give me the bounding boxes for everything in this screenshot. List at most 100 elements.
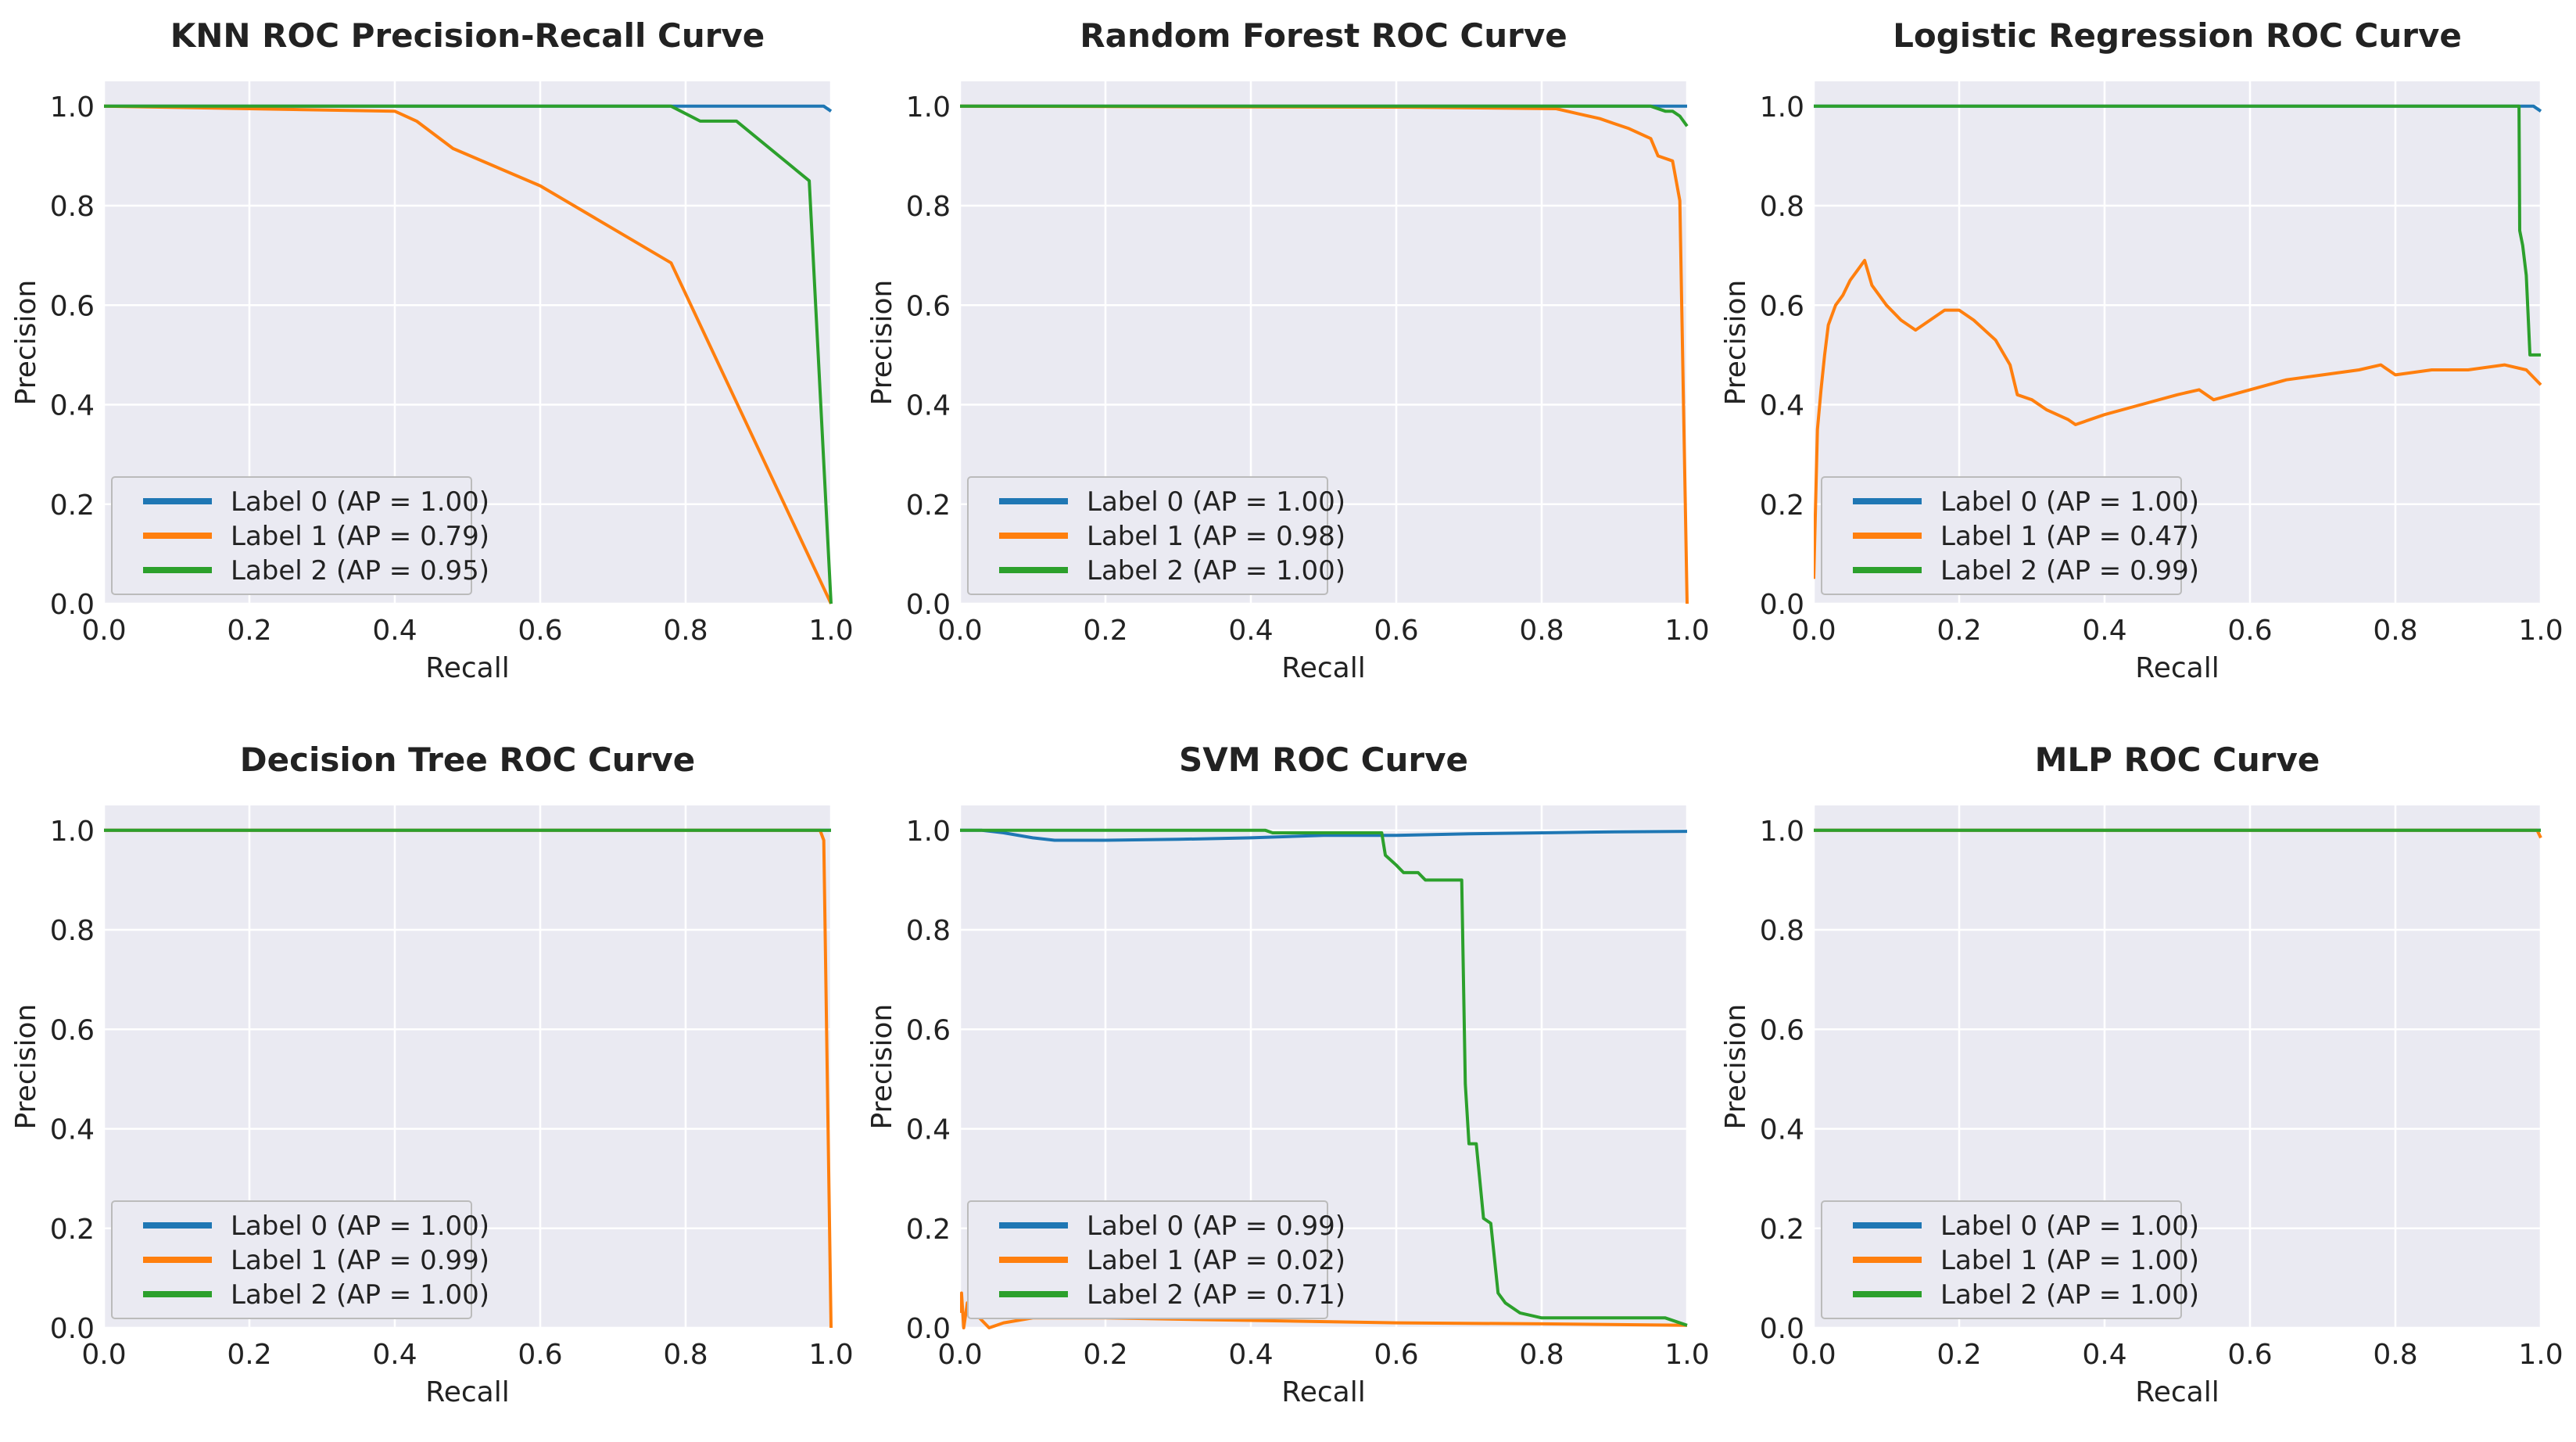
y-tick-label: 1.0 bbox=[50, 91, 95, 124]
x-tick-label: 1.0 bbox=[1664, 615, 1709, 647]
chart-title: Decision Tree ROC Curve bbox=[240, 741, 696, 779]
chart-panel-5: 0.0 0.2 0.4 0.6 0.8 1.0 0.0 0.2 0.4 0.6 0.8 1.0 SVM … bbox=[866, 741, 1710, 1408]
y-axis-label: Precision bbox=[866, 280, 898, 406]
series-line-label-1 bbox=[1814, 259, 2542, 579]
legend-entry: Label 1 (AP = 0.98) bbox=[1087, 521, 1345, 552]
y-tick-label: 0.8 bbox=[906, 191, 951, 223]
legend-entry: Label 2 (AP = 1.00) bbox=[231, 1279, 489, 1311]
chart-panel-1: 0.0 0.2 0.4 0.6 0.8 1.0 0.0 0.2 0.4 0.6 0.8 1.0 KNN … bbox=[10, 16, 854, 684]
y-tick-label: 0.6 bbox=[906, 290, 951, 322]
series-group bbox=[104, 104, 833, 604]
legend-entry: Label 2 (AP = 0.71) bbox=[1087, 1279, 1345, 1311]
legend-entry: Label 0 (AP = 1.00) bbox=[231, 1211, 489, 1242]
series-line-label-2 bbox=[960, 104, 1689, 127]
series-group bbox=[1814, 828, 2542, 839]
y-axis-label: Precision bbox=[1720, 1004, 1752, 1130]
x-tick-label: 0.6 bbox=[518, 1339, 562, 1371]
chart-title: KNN ROC Precision-Recall Curve bbox=[170, 16, 765, 55]
y-tick-label: 0.8 bbox=[906, 915, 951, 947]
x-axis-label: Recall bbox=[2135, 652, 2219, 684]
x-tick-label: 0.6 bbox=[1374, 615, 1418, 647]
x-tick-label: 0.2 bbox=[1936, 615, 1981, 647]
chart-title: MLP ROC Curve bbox=[2035, 741, 2320, 779]
y-tick-label: 0.4 bbox=[906, 1114, 951, 1146]
legend-entry: Label 1 (AP = 1.00) bbox=[1940, 1245, 2199, 1276]
series-group bbox=[1814, 104, 2542, 579]
y-tick-label: 0.0 bbox=[906, 589, 951, 621]
x-tick-label: 1.0 bbox=[808, 615, 853, 647]
x-tick-label: 0.2 bbox=[1936, 1339, 1981, 1371]
x-tick-label: 0.6 bbox=[1374, 1339, 1418, 1371]
x-tick-label: 1.0 bbox=[808, 1339, 853, 1371]
legend-entry: Label 0 (AP = 1.00) bbox=[1940, 1211, 2199, 1242]
y-tick-label: 0.4 bbox=[1760, 390, 1804, 422]
x-axis-label: Recall bbox=[1281, 652, 1365, 684]
y-axis-label: Precision bbox=[10, 1004, 42, 1130]
series-group bbox=[960, 104, 1689, 604]
x-tick-label: 0.8 bbox=[1519, 615, 1564, 647]
legend-box bbox=[967, 476, 1328, 595]
x-tick-label: 0.8 bbox=[2373, 1339, 2417, 1371]
legend-entry: Label 0 (AP = 1.00) bbox=[1940, 486, 2199, 518]
y-tick-label: 0.6 bbox=[1760, 1014, 1804, 1046]
legend-entry: Label 0 (AP = 0.99) bbox=[1087, 1211, 1345, 1242]
x-tick-label: 0.4 bbox=[372, 615, 417, 647]
x-tick-label: 0.2 bbox=[227, 1339, 271, 1371]
chart-title: Logistic Regression ROC Curve bbox=[1893, 16, 2462, 55]
legend: Label 0 (AP = 1.00)Label 1 (AP = 0.99)La… bbox=[111, 1200, 489, 1319]
legend-entry: Label 2 (AP = 0.95) bbox=[231, 555, 489, 586]
x-tick-label: 0.4 bbox=[1228, 1339, 1273, 1371]
y-tick-label: 0.6 bbox=[1760, 290, 1804, 322]
chart-panel-6: 0.0 0.2 0.4 0.6 0.8 1.0 0.0 0.2 0.4 0.6 0.8 1.0 MLP … bbox=[1720, 741, 2563, 1408]
legend-box bbox=[1821, 476, 2182, 595]
y-tick-label: 0.6 bbox=[906, 1014, 951, 1046]
y-axis-label: Precision bbox=[866, 1004, 898, 1130]
y-tick-label: 0.0 bbox=[1760, 1313, 1804, 1345]
x-tick-label: 0.4 bbox=[2082, 1339, 2126, 1371]
legend: Label 0 (AP = 1.00)Label 1 (AP = 0.98)La… bbox=[967, 476, 1345, 595]
x-axis-label: Recall bbox=[425, 1376, 509, 1408]
y-tick-label: 0.6 bbox=[50, 290, 95, 322]
chart-title: Random Forest ROC Curve bbox=[1080, 16, 1567, 55]
y-tick-label: 0.0 bbox=[906, 1313, 951, 1345]
legend-entry: Label 1 (AP = 0.99) bbox=[231, 1245, 489, 1276]
x-tick-label: 0.6 bbox=[518, 615, 562, 647]
x-axis-label: Recall bbox=[1281, 1376, 1365, 1408]
series-group bbox=[104, 828, 833, 1329]
y-tick-label: 0.8 bbox=[50, 915, 95, 947]
y-tick-label: 0.8 bbox=[1760, 915, 1804, 947]
series-line-label-2 bbox=[1814, 104, 2541, 357]
legend-entry: Label 0 (AP = 1.00) bbox=[231, 486, 489, 518]
x-tick-label: 0.4 bbox=[1228, 615, 1273, 647]
x-tick-label: 0.8 bbox=[1519, 1339, 1564, 1371]
legend: Label 0 (AP = 0.99)Label 1 (AP = 0.02)La… bbox=[967, 1200, 1345, 1319]
series-line-label-1 bbox=[960, 104, 1689, 604]
legend-entry: Label 2 (AP = 1.00) bbox=[1940, 1279, 2199, 1311]
legend-box bbox=[967, 1200, 1328, 1319]
y-tick-label: 0.0 bbox=[50, 1313, 95, 1345]
chart-panel-2: 0.0 0.2 0.4 0.6 0.8 1.0 0.0 0.2 0.4 0.6 0.8 1.0 Rand… bbox=[866, 16, 1710, 684]
x-tick-label: 0.0 bbox=[1791, 615, 1836, 647]
legend: Label 0 (AP = 1.00)Label 1 (AP = 0.79)La… bbox=[111, 476, 489, 595]
series-line-label-1 bbox=[104, 104, 833, 604]
legend-entry: Label 2 (AP = 1.00) bbox=[1087, 555, 1345, 586]
x-tick-label: 0.8 bbox=[663, 615, 708, 647]
series-line-label-0 bbox=[960, 828, 1688, 842]
legend-box bbox=[111, 476, 472, 595]
y-tick-label: 0.4 bbox=[1760, 1114, 1804, 1146]
y-tick-label: 0.2 bbox=[1760, 490, 1804, 522]
legend-box bbox=[111, 1200, 472, 1319]
y-tick-label: 0.8 bbox=[1760, 191, 1804, 223]
x-tick-label: 0.4 bbox=[372, 1339, 417, 1371]
chart-panel-4: 0.0 0.2 0.4 0.6 0.8 1.0 0.0 0.2 0.4 0.6 0.8 1.0 Deci… bbox=[10, 741, 854, 1408]
y-tick-label: 0.0 bbox=[50, 589, 95, 621]
x-axis-label: Recall bbox=[425, 652, 509, 684]
y-tick-label: 0.2 bbox=[50, 490, 95, 522]
y-tick-label: 0.4 bbox=[50, 1114, 95, 1146]
x-tick-label: 0.0 bbox=[81, 1339, 126, 1371]
series-group bbox=[960, 828, 1688, 1329]
y-tick-label: 0.6 bbox=[50, 1014, 95, 1046]
y-tick-label: 1.0 bbox=[906, 91, 951, 124]
x-tick-label: 1.0 bbox=[2518, 615, 2563, 647]
